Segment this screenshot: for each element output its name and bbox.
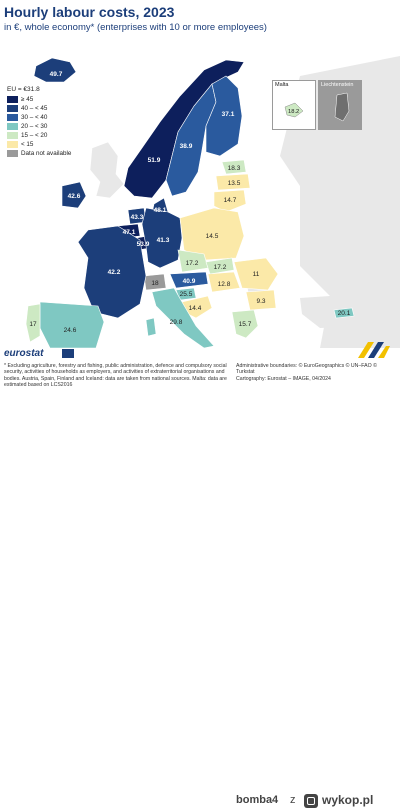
country-estonia — [221, 159, 247, 175]
legend-swatch — [7, 96, 18, 103]
label-iceland: 49.7 — [50, 71, 63, 78]
label-poland: 14.5 — [206, 233, 219, 240]
inset-liechtenstein: Liechtenstein — [318, 80, 362, 130]
country-slovakia — [205, 257, 235, 275]
label-denmark: 48.1 — [154, 207, 167, 214]
watermark-site[interactable]: wykop.pl — [322, 793, 374, 807]
island-sardinia — [145, 317, 157, 337]
country-austria — [169, 271, 209, 289]
country-finland — [205, 75, 243, 157]
label-slovakia: 17.2 — [214, 264, 227, 271]
country-switzerland — [143, 273, 167, 291]
ec-logo-icon — [358, 342, 390, 358]
label-finland: 37.1 — [222, 111, 235, 118]
legend-item: Data not available — [7, 149, 71, 158]
label-austria: 40.9 — [183, 278, 196, 285]
country-germany — [141, 207, 183, 269]
country-spain — [39, 301, 105, 349]
chart-subtitle: in €, whole economy* (enterprises with 1… — [4, 22, 267, 33]
country-portugal — [25, 303, 41, 343]
label-portugal: 17 — [29, 321, 37, 328]
label-bulgaria: 9.3 — [256, 298, 265, 305]
label-lithuania: 14.7 — [224, 197, 237, 204]
legend-item: < 15 — [7, 140, 71, 149]
credits-line: Administrative boundaries: © EuroGeograp… — [236, 363, 377, 376]
credits: Administrative boundaries: © EuroGeograp… — [236, 363, 396, 382]
legend-item: 20 – < 30 — [7, 122, 71, 131]
country-greece — [231, 309, 259, 339]
label-luxembourg: 53.9 — [137, 241, 150, 248]
label-cyprus: 20.1 — [338, 310, 351, 317]
label-czechia: 17.2 — [186, 260, 199, 267]
europe-map: 49.7 51.9 38.9 37.1 48.1 42.6 43.3 47.1 … — [0, 36, 400, 349]
country-iceland — [33, 57, 77, 83]
legend-swatch — [7, 114, 18, 121]
label-germany: 41.3 — [157, 237, 170, 244]
legend-title: EU = €31.8 — [7, 86, 40, 93]
footnote: * Excluding agriculture, forestry and fi… — [4, 363, 227, 388]
chart-title: Hourly labour costs, 2023 — [4, 4, 175, 20]
watermark-bar: bomba4 z wykop.pl — [0, 394, 400, 808]
eurostat-logo: eurostat — [4, 348, 44, 359]
legend-item: ≥ 45 — [7, 95, 71, 104]
legend-swatch — [7, 141, 18, 148]
label-spain: 24.6 — [64, 327, 77, 334]
map-legend: EU = €31.8 ≥ 45 40 – < 45 30 – < 40 20 –… — [4, 84, 75, 160]
label-switzerland: 18 — [151, 280, 159, 287]
label-greece: 15.7 — [239, 321, 252, 328]
label-norway: 51.9 — [148, 157, 161, 164]
label-ireland: 42.6 — [68, 193, 81, 200]
label-hungary: 12.8 — [218, 281, 231, 288]
country-bulgaria — [245, 289, 277, 311]
non-eu-landmass-uk — [89, 141, 125, 199]
country-latvia — [215, 173, 251, 191]
legend-swatch — [7, 150, 18, 157]
label-romania: 11 — [253, 271, 260, 278]
label-italy: 29.8 — [170, 319, 183, 326]
country-romania — [233, 257, 279, 291]
legend-item: 30 – < 40 — [7, 113, 71, 122]
label-belgium: 47.1 — [123, 229, 136, 236]
label-sweden: 38.9 — [180, 143, 193, 150]
label-estonia: 18.3 — [228, 165, 241, 172]
legend-item: 40 – < 45 — [7, 104, 71, 113]
eu-flag-icon — [62, 349, 74, 358]
country-italy — [151, 287, 215, 349]
inset-malta-value: 18.2 — [288, 109, 300, 115]
label-croatia: 14.4 — [189, 305, 202, 312]
watermark-separator: z — [290, 794, 296, 806]
label-netherlands: 43.3 — [131, 214, 144, 221]
country-france — [77, 225, 147, 319]
label-france: 42.2 — [108, 269, 121, 276]
country-ireland — [61, 181, 87, 209]
country-lithuania — [213, 189, 247, 213]
legend-swatch — [7, 123, 18, 130]
legend-swatch — [7, 132, 18, 139]
legend-swatch — [7, 105, 18, 112]
inset-malta-label: Malta — [275, 82, 289, 88]
wykop-logo-icon[interactable] — [304, 794, 318, 808]
inset-malta: Malta 18.2 — [272, 80, 316, 130]
country-hungary — [207, 271, 241, 293]
credits-line: Cartography: Eurostat – IMAGE, 04/2024 — [236, 375, 331, 382]
label-latvia: 13.5 — [228, 180, 241, 187]
legend-item: 15 – < 20 — [7, 131, 71, 140]
watermark-user[interactable]: bomba4 — [236, 794, 279, 806]
label-slovenia: 25.5 — [180, 291, 193, 298]
inset-liechtenstein-label: Liechtenstein — [321, 82, 354, 88]
country-cyprus — [333, 307, 355, 319]
